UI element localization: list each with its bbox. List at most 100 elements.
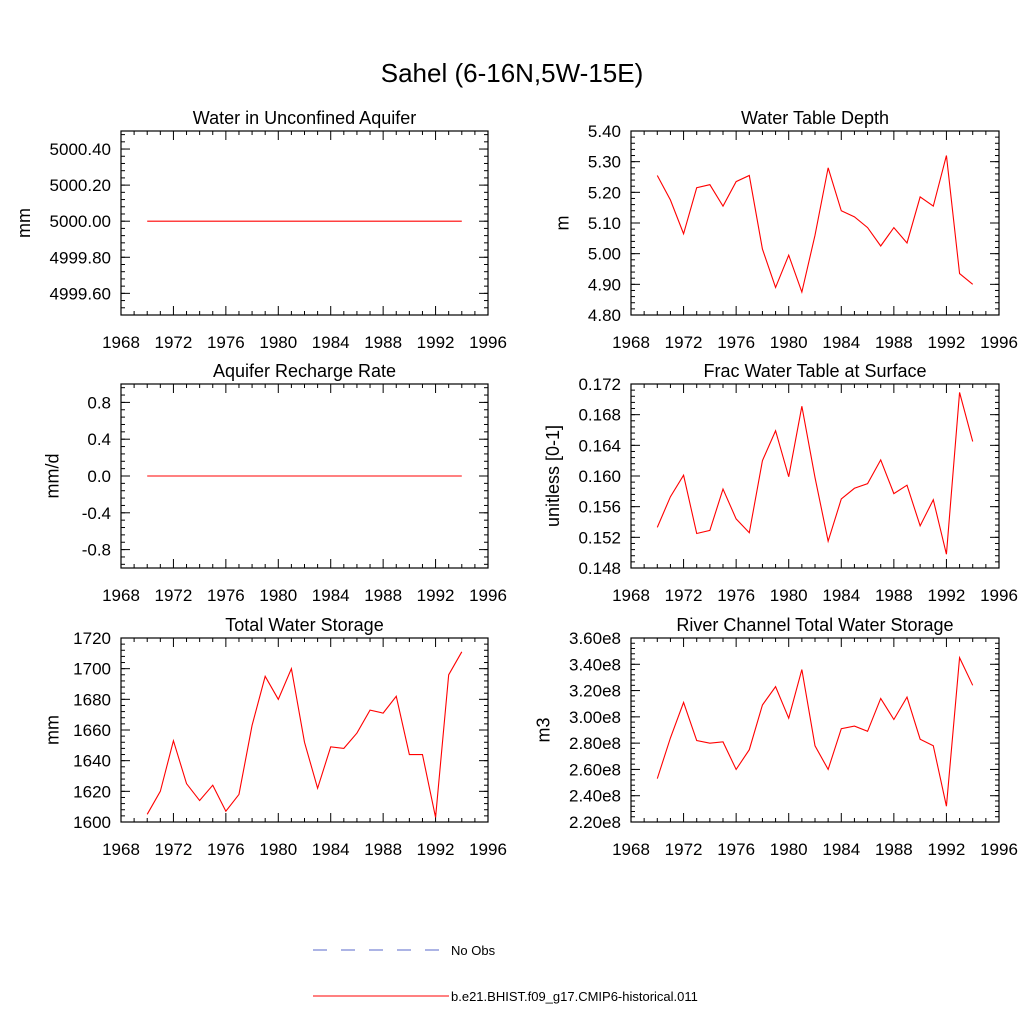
y-axis-label-aquifer-water: mm bbox=[14, 208, 34, 238]
x-tick-label: 1992 bbox=[417, 840, 455, 859]
y-axis-label-frac-water-table: unitless [0-1] bbox=[543, 425, 563, 527]
x-tick-label: 1984 bbox=[822, 840, 860, 859]
x-tick-label: 1972 bbox=[665, 586, 703, 605]
plot-frame bbox=[630, 130, 1000, 316]
panel-water-table-depth: Water Table Depth 1968 1972 1976 1980 1984 198… bbox=[553, 108, 1018, 352]
x-tick-label: 1992 bbox=[928, 586, 966, 605]
plot-frame bbox=[120, 130, 489, 316]
x-tick-label: 1996 bbox=[469, 586, 507, 605]
y-tick-label: 5000.20 bbox=[50, 176, 111, 195]
x-tick-label: 1972 bbox=[155, 333, 193, 352]
panel-title-total-water-storage: Total Water Storage bbox=[225, 615, 383, 635]
y-tick-label: 0.4 bbox=[87, 430, 111, 449]
y-tick-label: 5.30 bbox=[588, 153, 621, 172]
x-tick-label: 1980 bbox=[770, 333, 808, 352]
x-tick-label: 1988 bbox=[875, 840, 913, 859]
x-tick-label: 1988 bbox=[875, 333, 913, 352]
x-tick-label: 1980 bbox=[770, 586, 808, 605]
x-tick-label: 1972 bbox=[155, 840, 193, 859]
x-tick-label: 1972 bbox=[665, 333, 703, 352]
x-tick-label: 1968 bbox=[612, 333, 650, 352]
x-tick-label: 1976 bbox=[717, 333, 755, 352]
y-tick-label: 1720 bbox=[73, 629, 111, 648]
x-tick-label: 1980 bbox=[770, 840, 808, 859]
y-tick-label: 5.10 bbox=[588, 214, 621, 233]
legend-label-no-obs: No Obs bbox=[451, 943, 496, 958]
figure-title: Sahel (6-16N,5W-15E) bbox=[381, 58, 644, 88]
x-tick-label: 1996 bbox=[980, 333, 1018, 352]
y-tick-label: 3.00e8 bbox=[569, 708, 621, 727]
x-tick-label: 1996 bbox=[469, 840, 507, 859]
y-axis-label-recharge-rate: mm/d bbox=[43, 454, 63, 499]
legend-label-model: b.e21.BHIST.f09_g17.CMIP6-historical.011 bbox=[451, 989, 698, 1004]
x-tick-label: 1976 bbox=[717, 840, 755, 859]
y-tick-label: 0.172 bbox=[578, 375, 621, 394]
y-tick-label: 5.20 bbox=[588, 183, 621, 202]
y-tick-label: 1600 bbox=[73, 813, 111, 832]
x-tick-label: 1996 bbox=[980, 840, 1018, 859]
x-tick-label: 1984 bbox=[822, 333, 860, 352]
x-tick-label: 1976 bbox=[717, 586, 755, 605]
y-tick-label: 5000.00 bbox=[50, 212, 111, 231]
y-tick-label: 4999.60 bbox=[50, 284, 111, 303]
x-tick-label: 1988 bbox=[364, 586, 402, 605]
series-line-water-table-depth bbox=[656, 155, 974, 294]
series-line-frac-water-table bbox=[656, 392, 974, 555]
plot-frame bbox=[630, 637, 1000, 823]
y-tick-label: -0.8 bbox=[82, 541, 111, 560]
x-tick-label: 1968 bbox=[612, 586, 650, 605]
y-tick-label: 3.20e8 bbox=[569, 682, 621, 701]
x-tick-label: 1968 bbox=[612, 840, 650, 859]
y-axis-label-river-channel-storage: m3 bbox=[533, 717, 553, 742]
plot-frame bbox=[630, 383, 1000, 569]
y-tick-label: 5000.40 bbox=[50, 140, 111, 159]
x-tick-label: 1992 bbox=[928, 333, 966, 352]
y-tick-label: 1660 bbox=[73, 721, 111, 740]
y-tick-label: 0.160 bbox=[578, 467, 621, 486]
y-tick-label: 0.152 bbox=[578, 528, 621, 547]
y-tick-label: 4.80 bbox=[588, 306, 621, 325]
x-tick-label: 1984 bbox=[312, 840, 350, 859]
y-tick-label: 4999.80 bbox=[50, 248, 111, 267]
x-tick-label: 1988 bbox=[364, 333, 402, 352]
x-tick-label: 1968 bbox=[102, 333, 140, 352]
y-tick-label: 2.20e8 bbox=[569, 813, 621, 832]
y-tick-label: -0.4 bbox=[82, 504, 111, 523]
y-tick-label: 1700 bbox=[73, 660, 111, 679]
y-tick-label: 4.90 bbox=[588, 275, 621, 294]
plot-frame bbox=[120, 383, 489, 569]
panel-total-water-storage: Total Water Storage 1968 1972 1976 1980 1984 1… bbox=[43, 615, 507, 859]
y-tick-label: 3.40e8 bbox=[569, 655, 621, 674]
panel-title-river-channel-storage: River Channel Total Water Storage bbox=[676, 615, 953, 635]
y-axis-label-total-water-storage: mm bbox=[43, 715, 63, 745]
x-tick-label: 1980 bbox=[259, 333, 297, 352]
panel-aquifer-water: Water in Unconfined Aquifer 1968 1972 1976 1… bbox=[14, 108, 507, 352]
panel-title-frac-water-table: Frac Water Table at Surface bbox=[703, 361, 926, 381]
y-tick-label: 3.60e8 bbox=[569, 629, 621, 648]
x-tick-label: 1968 bbox=[102, 840, 140, 859]
y-tick-label: 5.40 bbox=[588, 122, 621, 141]
panel-title-water-table-depth: Water Table Depth bbox=[741, 108, 889, 128]
panel-title-aquifer-water: Water in Unconfined Aquifer bbox=[193, 108, 416, 128]
x-tick-label: 1996 bbox=[980, 586, 1018, 605]
y-tick-label: 0.8 bbox=[87, 393, 111, 412]
legend: No Obs b.e21.BHIST.f09_g17.CMIP6-histori… bbox=[313, 943, 698, 1004]
x-tick-label: 1968 bbox=[102, 586, 140, 605]
x-tick-label: 1984 bbox=[312, 333, 350, 352]
x-tick-label: 1992 bbox=[928, 840, 966, 859]
panel-recharge-rate: Aquifer Recharge Rate 1968 1972 1976 1980 198… bbox=[43, 361, 507, 605]
y-tick-label: 0.0 bbox=[87, 467, 111, 486]
y-tick-label: 1640 bbox=[73, 752, 111, 771]
series-line-river-channel-storage bbox=[656, 655, 974, 807]
y-tick-label: 0.148 bbox=[578, 559, 621, 578]
y-tick-label: 2.80e8 bbox=[569, 734, 621, 753]
x-tick-label: 1984 bbox=[312, 586, 350, 605]
plot-frame bbox=[120, 637, 489, 823]
y-tick-label: 1680 bbox=[73, 690, 111, 709]
x-tick-label: 1992 bbox=[417, 333, 455, 352]
x-tick-label: 1984 bbox=[822, 586, 860, 605]
y-tick-label: 5.00 bbox=[588, 245, 621, 264]
x-tick-label: 1972 bbox=[155, 586, 193, 605]
y-tick-label: 0.168 bbox=[578, 406, 621, 425]
